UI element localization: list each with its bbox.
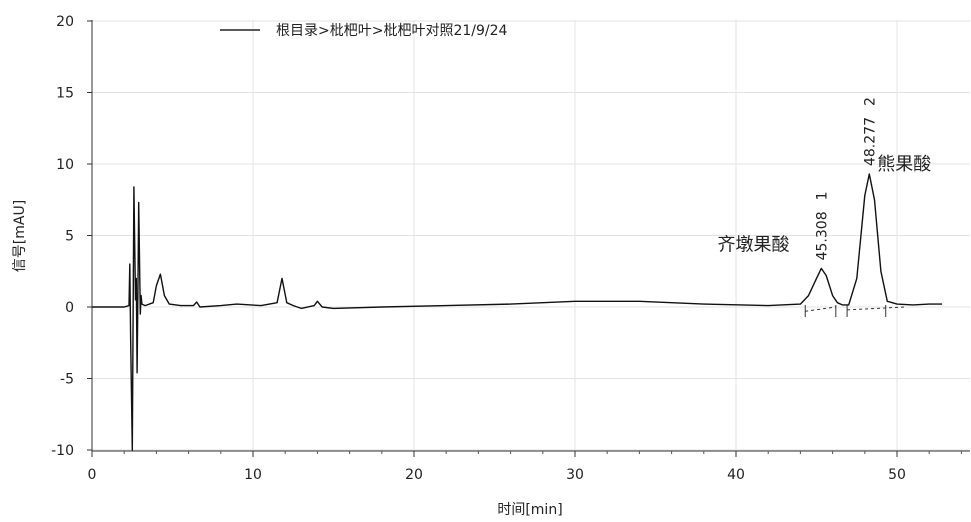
- x-ticks: 0 10 20 30 40 50: [88, 451, 962, 483]
- x-tick-label: 10: [244, 467, 262, 483]
- series-layer: [92, 173, 943, 451]
- baseline-segment: [805, 306, 836, 312]
- peak-retention-time: 45.308: [814, 211, 830, 260]
- x-tick-label: 0: [88, 467, 97, 483]
- peak-number: 2: [862, 97, 878, 106]
- y-tick-label: 15: [56, 86, 74, 102]
- y-tick-label: 5: [65, 229, 74, 245]
- legend: 根目录>枇杷叶>枇杷叶对照21/9/24: [220, 23, 508, 39]
- peak-number: 1: [814, 191, 830, 200]
- x-tick-label: 20: [405, 467, 423, 483]
- y-axis-title: 信号[mAU]: [12, 200, 28, 272]
- peak-compound-name: 熊果酸: [877, 154, 931, 175]
- peak-retention-time: 48.277: [862, 117, 878, 166]
- integration-marks: [804, 305, 887, 317]
- legend-entry-label: 根目录>枇杷叶>枇杷叶对照21/9/24: [276, 23, 508, 39]
- integration-baselines: [805, 306, 906, 312]
- x-axis-title: 时间[min]: [497, 502, 562, 518]
- x-tick-label: 50: [888, 467, 906, 483]
- x-tick-label: 30: [566, 467, 584, 483]
- y-tick-label: 20: [56, 14, 74, 30]
- y-tick-label: -10: [51, 443, 74, 459]
- gridlines: [91, 20, 970, 451]
- y-ticks: -10 -5 0 5 10 15 20: [51, 14, 92, 459]
- peak-compound-name: 齐墩果酸: [717, 234, 789, 255]
- y-tick-label: 0: [65, 300, 74, 316]
- y-tick-label: 10: [56, 157, 74, 173]
- x-tick-label: 40: [727, 467, 745, 483]
- baseline-segment: [847, 306, 906, 311]
- series-line: [92, 173, 943, 451]
- y-tick-label: -5: [60, 372, 74, 388]
- peak-labels: 45.308 1 齐墩果酸 48.277 2 熊果酸: [717, 97, 931, 260]
